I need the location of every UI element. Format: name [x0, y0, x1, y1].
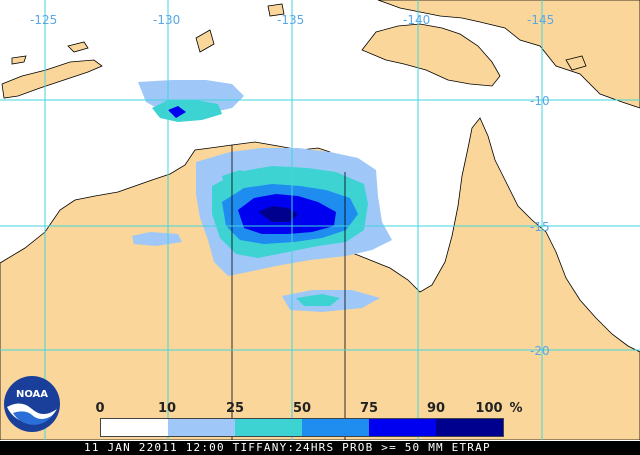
island-small-3	[195, 29, 215, 53]
probability-map	[0, 0, 640, 440]
prob-25-50-region	[152, 100, 222, 122]
latitude-label: -10	[530, 94, 550, 108]
legend-swatch	[235, 419, 302, 436]
legend-swatch	[168, 419, 235, 436]
australia-landmass	[0, 117, 640, 440]
island-small-5	[565, 55, 587, 71]
legend-tick: 100	[475, 401, 503, 416]
map-caption: 11 JAN 22011 12:00 TIFFANY:24HRS PROB >=…	[0, 441, 640, 455]
legend-tick: 50	[292, 401, 312, 416]
island-small-2	[11, 55, 27, 65]
lat-lon-grid	[0, 0, 640, 440]
legend-tick: 75	[359, 401, 379, 416]
legend-tick: 0	[95, 401, 105, 416]
longitude-label: -145	[527, 13, 555, 27]
legend-swatch	[101, 419, 168, 436]
longitude-label: -135	[277, 13, 305, 27]
prob-25-50-tail	[296, 294, 340, 306]
prob-10-25-blob	[132, 232, 182, 246]
logo-text: NOAA	[16, 389, 48, 400]
new-guinea-landmass	[377, 0, 640, 109]
legend-swatch	[369, 419, 436, 436]
legend-tick: 25	[225, 401, 245, 416]
probability-field	[132, 80, 392, 312]
island-small-1	[67, 41, 89, 53]
legend-tick: 10	[157, 401, 177, 416]
prob-25-50-blob	[222, 170, 252, 184]
legend-swatch	[302, 419, 369, 436]
legend-tick: 90	[426, 401, 446, 416]
timor-island	[1, 59, 103, 99]
legend-color-bar	[100, 418, 504, 437]
legend-unit: %	[509, 401, 523, 416]
longitude-label: -125	[30, 13, 58, 27]
prob-75-90-north	[168, 106, 186, 118]
latitude-label: -20	[530, 344, 550, 358]
new-guinea-southwest-lobe	[361, 23, 501, 87]
latitude-label: -15	[530, 220, 550, 234]
prob-90-100-core	[258, 206, 298, 222]
longitude-label: -130	[153, 13, 181, 27]
longitude-label: -140	[403, 13, 431, 27]
legend-swatch	[436, 419, 503, 436]
noaa-logo-icon: NOAA	[4, 376, 60, 432]
island-small-4	[267, 3, 285, 17]
